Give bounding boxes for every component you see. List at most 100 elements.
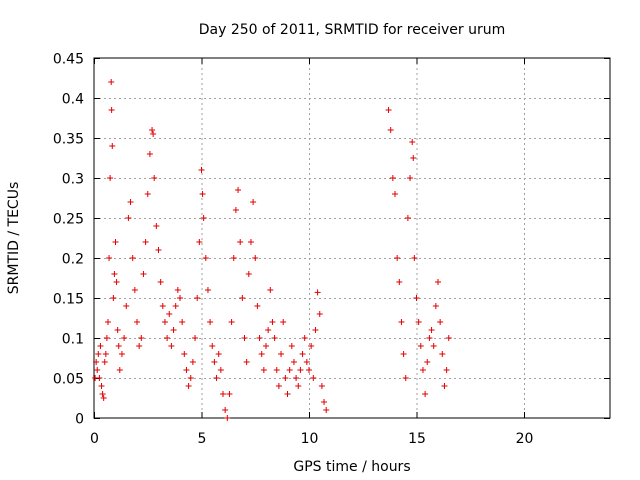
data-point — [115, 343, 122, 349]
data-point — [107, 175, 114, 181]
data-point — [155, 247, 162, 253]
data-point — [306, 367, 312, 373]
data-point — [424, 359, 431, 365]
data-point — [396, 279, 403, 285]
data-point — [426, 335, 433, 341]
x-tick-label: 10 — [301, 431, 319, 447]
data-point — [97, 343, 104, 349]
data-point — [102, 351, 109, 357]
y-tick-label: 0.05 — [53, 372, 84, 388]
data-point — [417, 343, 424, 349]
data-point — [402, 375, 409, 381]
y-tick-label: 0.35 — [53, 132, 84, 148]
data-point — [118, 351, 125, 357]
data-point — [151, 175, 158, 181]
data-point — [413, 295, 420, 301]
data-point — [430, 343, 437, 349]
data-point — [94, 367, 101, 373]
data-point — [196, 239, 203, 245]
data-point — [194, 295, 201, 301]
data-point — [211, 359, 218, 365]
data-point — [237, 239, 244, 245]
data-point — [263, 343, 269, 349]
data-point — [113, 279, 120, 285]
data-point — [192, 335, 199, 341]
data-point — [256, 335, 263, 341]
data-point — [282, 375, 289, 381]
data-point — [314, 289, 321, 296]
x-axis-label: GPS time / hours — [293, 459, 410, 475]
data-point — [224, 415, 231, 421]
data-point — [111, 271, 118, 277]
data-point — [129, 255, 136, 261]
data-point — [187, 375, 194, 381]
data-point — [179, 319, 186, 325]
data-point — [123, 303, 130, 309]
data-point — [267, 287, 274, 293]
data-point — [437, 319, 444, 325]
data-point — [98, 383, 105, 389]
data-point — [100, 395, 107, 401]
data-point — [202, 255, 209, 261]
data-point — [280, 319, 287, 325]
data-point — [252, 255, 259, 261]
data-point — [230, 255, 237, 261]
data-point — [157, 279, 164, 285]
data-point — [161, 319, 168, 325]
data-point — [394, 255, 401, 261]
data-point — [428, 327, 435, 333]
data-point — [439, 351, 446, 357]
data-point — [213, 375, 220, 381]
data-point — [389, 175, 396, 181]
data-point — [127, 199, 134, 205]
y-tick-label: 0.2 — [62, 252, 84, 268]
data-point — [95, 351, 102, 357]
data-point — [189, 359, 196, 365]
data-point — [168, 343, 175, 349]
data-point — [222, 407, 229, 413]
data-point — [318, 383, 325, 389]
data-point — [250, 199, 257, 205]
data-point — [181, 351, 188, 357]
data-point — [226, 391, 233, 397]
x-tick-label: 0 — [90, 431, 99, 447]
data-point — [232, 207, 239, 213]
data-points — [92, 79, 452, 421]
y-tick-label: 0.3 — [62, 172, 84, 188]
data-point — [103, 335, 110, 341]
data-point — [207, 319, 214, 325]
data-point — [400, 351, 407, 357]
data-point — [217, 367, 224, 373]
data-point — [297, 367, 304, 373]
data-point — [198, 167, 205, 173]
data-point — [404, 215, 411, 221]
data-point — [131, 287, 138, 293]
data-point — [241, 335, 248, 341]
data-point — [269, 319, 276, 325]
x-tick-label: 5 — [198, 431, 207, 447]
data-point — [385, 107, 392, 113]
data-point — [293, 375, 300, 381]
data-point — [146, 151, 153, 157]
data-point — [409, 139, 416, 145]
data-point — [435, 279, 441, 285]
data-point — [114, 327, 121, 333]
data-point — [411, 255, 418, 261]
data-point — [106, 255, 113, 261]
data-point — [228, 319, 235, 325]
data-point — [445, 335, 452, 341]
y-tick-label: 0.1 — [62, 332, 84, 348]
y-tick-labels: 0 0.05 0.1 0.15 0.2 0.25 0.3 0.35 0.4 0.45 — [53, 52, 84, 428]
y-tick-label: 0.45 — [53, 52, 84, 68]
data-point — [209, 343, 216, 349]
x-tick-label: 20 — [516, 431, 534, 447]
data-point — [108, 79, 115, 85]
data-point — [243, 359, 250, 365]
x-tick-label: 15 — [408, 431, 426, 447]
data-point — [295, 383, 302, 389]
data-point — [172, 303, 179, 309]
y-tick-label: 0 — [75, 412, 84, 428]
data-point — [149, 127, 156, 133]
